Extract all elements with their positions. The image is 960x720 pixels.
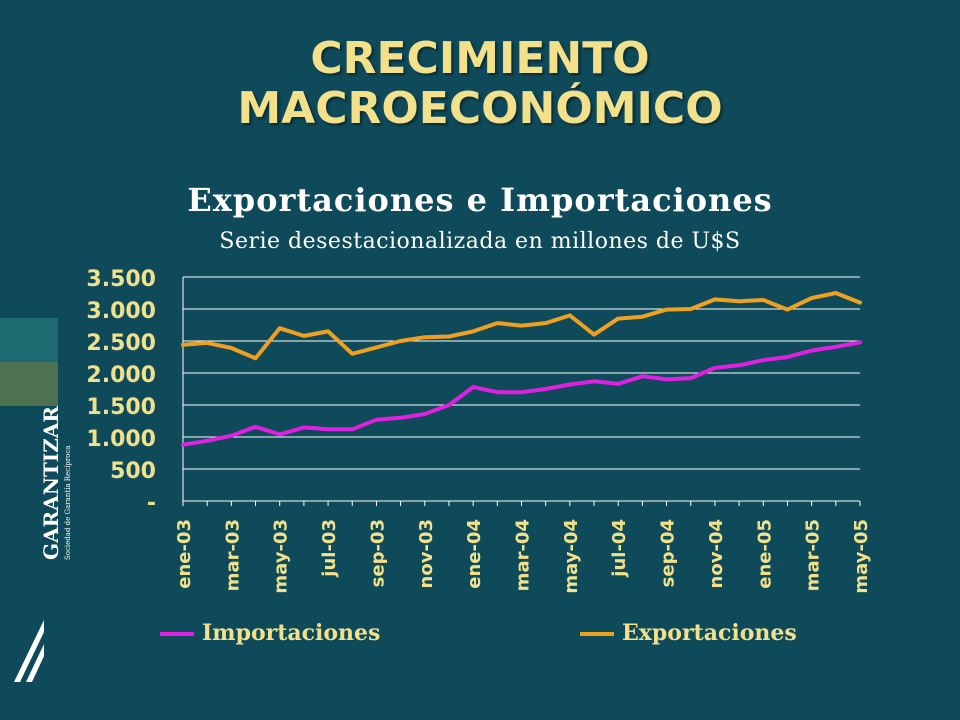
series-line-importaciones [181,340,862,447]
y-tick-label: 500 [110,459,156,484]
x-tick-label: nov-04 [706,519,727,588]
slide-title: CRECIMIENTO MACROECONÓMICO [0,34,960,134]
y-tick-label: 3.500 [86,267,156,292]
decorative-block-green [0,362,58,406]
x-tick-label: may-04 [561,519,582,594]
x-tick-label: ene-04 [464,519,485,589]
y-tick-label: - [147,491,156,516]
x-tick-label: jul-03 [319,519,340,578]
legend-label-importaciones: Importaciones [202,620,381,646]
legend-swatch-exportaciones [580,632,614,636]
y-tick-label: 1.000 [86,427,156,452]
slide-title-line-2: MACROECONÓMICO [237,83,723,134]
x-tick-label: mar-05 [803,519,824,591]
x-tick-label: ene-03 [174,519,195,589]
x-tick-label: sep-03 [367,519,388,587]
series-line-exportaciones [181,291,862,361]
x-tick-label: jul-04 [609,519,630,578]
y-tick-label: 2.500 [86,331,156,356]
x-tick-label: ene-05 [754,519,775,589]
chart-subtitle: Serie desestacionalizada en millones de … [219,229,741,254]
x-tick-label: mar-04 [513,519,534,591]
x-tick-label: may-05 [851,519,872,594]
garantizar-logo-icon [14,620,44,682]
slide-title-line-1: CRECIMIENTO [310,33,650,84]
y-tick-label: 2.000 [86,363,156,388]
legend-label-exportaciones: Exportaciones [622,620,797,646]
x-tick-label: sep-04 [658,519,679,587]
y-tick-label: 1.500 [86,395,156,420]
decorative-block-teal [0,318,58,362]
x-tick-label: mar-03 [222,519,243,591]
x-tick-label: may-03 [271,519,292,594]
chart-title: Exportaciones e Importaciones [187,181,773,219]
x-tick-label: nov-03 [416,519,437,588]
y-tick-label: 3.000 [86,299,156,324]
legend-swatch-importaciones [160,632,194,636]
